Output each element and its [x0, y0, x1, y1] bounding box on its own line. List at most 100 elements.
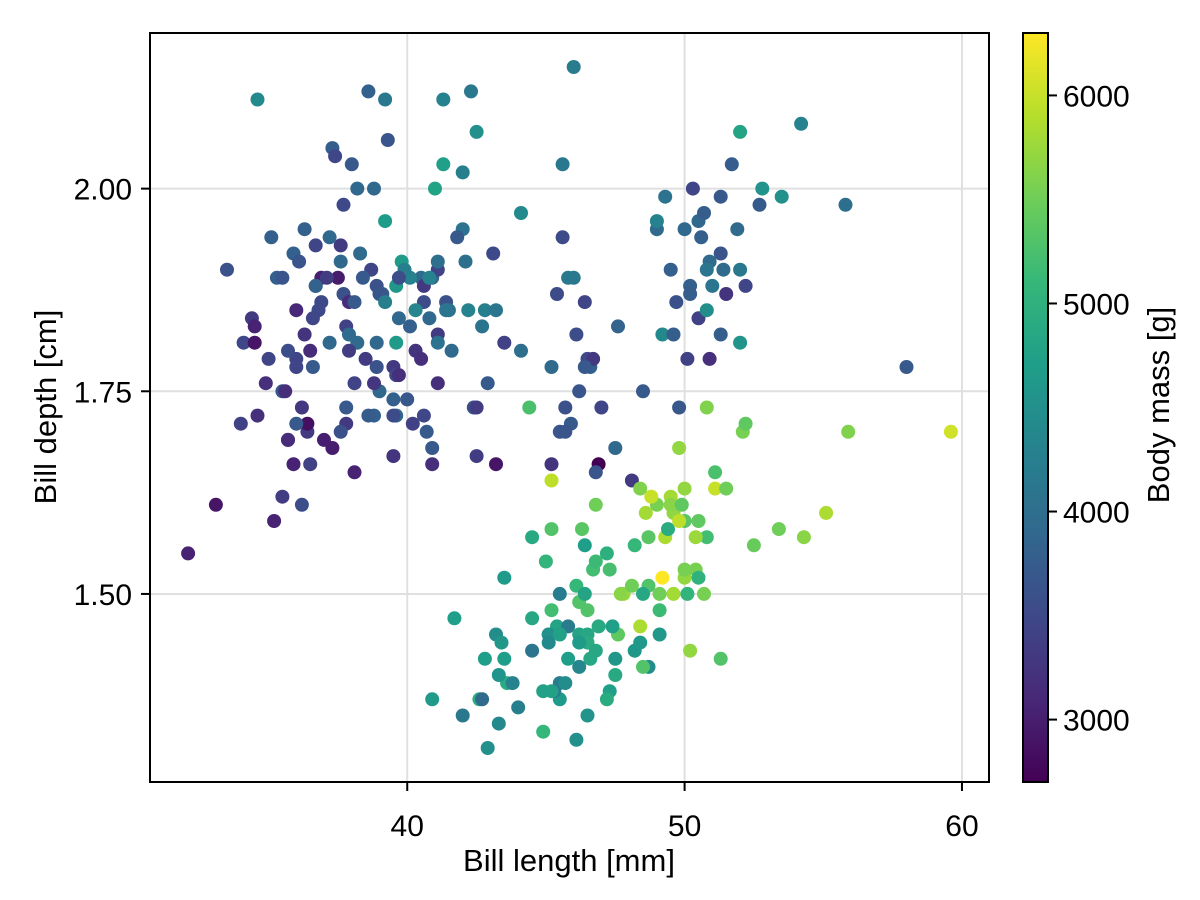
data-point [544, 360, 559, 374]
data-point [303, 343, 318, 358]
data-point [281, 432, 295, 447]
data-point [308, 278, 323, 293]
data-point [455, 165, 470, 180]
data-point [477, 651, 492, 666]
data-point [719, 287, 734, 301]
x-tick-label: 50 [668, 810, 701, 843]
data-point [514, 343, 528, 358]
data-point [419, 424, 434, 439]
data-point [342, 327, 356, 342]
data-point [489, 303, 503, 318]
data-point [719, 481, 734, 496]
y-axis-label: Bill depth [cm] [28, 310, 63, 505]
data-point [353, 246, 368, 261]
data-point [425, 457, 440, 472]
data-point [333, 254, 348, 269]
data-point [672, 441, 687, 455]
data-point [339, 400, 354, 415]
data-point [663, 262, 678, 277]
data-point [300, 416, 315, 431]
data-point [297, 222, 312, 237]
data-point [658, 189, 673, 204]
data-point [325, 441, 340, 455]
data-point [367, 181, 381, 196]
data-point [461, 303, 476, 318]
x-tick-label: 60 [945, 810, 978, 843]
data-point [588, 497, 603, 512]
data-point [289, 416, 304, 431]
data-point [569, 327, 584, 342]
data-point [599, 546, 614, 561]
data-point [555, 157, 570, 172]
data-point [233, 416, 248, 431]
data-point [436, 92, 451, 107]
data-point [491, 668, 506, 682]
data-point [705, 278, 720, 293]
data-point [497, 570, 512, 585]
data-point [505, 676, 520, 691]
data-point [425, 441, 440, 455]
data-point [641, 530, 656, 545]
data-point [652, 627, 667, 642]
colorbar [1022, 32, 1049, 783]
data-point [644, 489, 659, 504]
data-point [591, 619, 606, 634]
data-point [436, 157, 451, 172]
data-point [672, 400, 687, 415]
data-point [599, 692, 614, 707]
data-point [416, 408, 431, 423]
data-point [738, 416, 753, 431]
x-tick-label: 40 [391, 810, 424, 843]
data-point [558, 400, 573, 415]
data-point [369, 360, 384, 374]
data-point [652, 586, 667, 601]
data-point [475, 319, 490, 334]
data-point [713, 246, 728, 261]
data-point [611, 319, 625, 334]
colorbar-ticks: 3000 4000 5000 6000 [1048, 80, 1130, 738]
colorbar-label: Body mass [g] [1141, 307, 1176, 503]
data-point [624, 578, 639, 593]
data-point [328, 149, 343, 164]
data-point [633, 635, 648, 650]
data-point [716, 262, 731, 277]
data-point [541, 635, 556, 650]
data-point [688, 530, 703, 545]
y-tick-label: 1.50 [74, 579, 132, 612]
data-point [708, 465, 723, 480]
data-point [208, 497, 223, 512]
data-point [494, 635, 509, 650]
data-point [294, 400, 309, 415]
data-point [469, 124, 484, 139]
data-point [652, 603, 667, 618]
plot-border [149, 32, 990, 783]
data-point [580, 603, 595, 618]
data-point [655, 570, 670, 585]
data-point [755, 181, 770, 196]
data-point [430, 376, 445, 391]
data-point [713, 327, 728, 342]
data-point [538, 554, 553, 569]
data-point [336, 197, 351, 212]
data-point [577, 360, 592, 374]
data-point [577, 586, 592, 601]
data-point [391, 311, 406, 326]
data-point [694, 230, 709, 245]
data-point [480, 741, 495, 755]
data-point [408, 303, 423, 318]
data-point [444, 343, 459, 358]
data-point [733, 124, 748, 139]
colorbar-tick-label: 5000 [1063, 288, 1130, 321]
data-point [638, 505, 653, 520]
data-point [566, 270, 581, 285]
data-point [697, 206, 711, 220]
data-point [303, 457, 318, 472]
data-point [422, 311, 437, 326]
data-point [588, 554, 603, 569]
data-point [333, 238, 348, 253]
data-point [347, 376, 362, 391]
data-point [264, 230, 279, 245]
data-point [267, 514, 282, 528]
data-point [386, 449, 401, 464]
data-point [400, 392, 415, 407]
